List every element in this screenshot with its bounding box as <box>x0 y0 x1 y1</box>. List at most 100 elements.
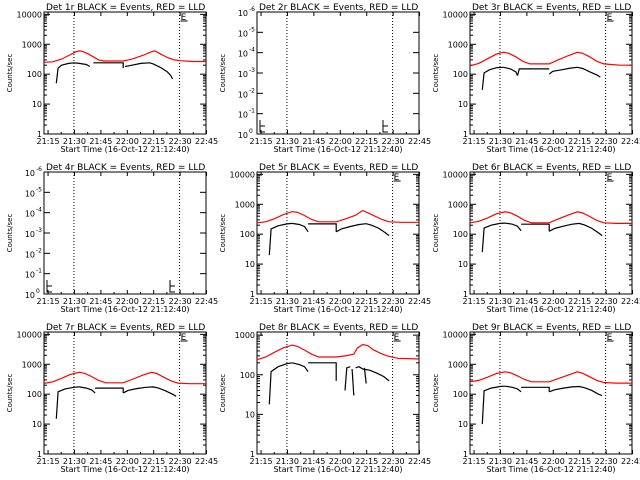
marker-label: E <box>607 333 613 343</box>
y-tick-exponent: -3 <box>249 67 255 74</box>
y-tick-label: 1 <box>463 290 468 299</box>
x-tick-label: 21:15 <box>37 137 60 146</box>
x-tick-label: 21:45 <box>89 457 112 466</box>
series-events-line <box>548 222 603 237</box>
x-tick-label: 21:30 <box>489 297 512 306</box>
series-events-line <box>548 66 601 78</box>
y-axis-label: Counts/sec <box>432 374 440 413</box>
y-tick-exponent: 0 <box>249 128 253 135</box>
panel-title: Det 4r BLACK = Events, RED = LLD <box>46 163 205 173</box>
x-tick-label: 21:45 <box>89 137 112 146</box>
marker-label: E <box>181 333 187 343</box>
series-events-line <box>481 385 506 425</box>
y-tick-label: 1000 <box>235 200 255 209</box>
y-tick-label: 10 <box>25 250 35 259</box>
series-lld-line <box>469 211 632 224</box>
x-tick-label: 22:45 <box>621 297 640 306</box>
y-tick-label: 10 <box>25 189 35 198</box>
x-tick-label: 22:30 <box>595 457 618 466</box>
y-tick-exponent: -2 <box>36 247 42 254</box>
y-tick-exponent: -4 <box>36 207 42 214</box>
y-tick-label: 1 <box>37 450 42 459</box>
y-tick-exponent: -1 <box>36 268 42 275</box>
y-tick-label: 100 <box>27 390 42 399</box>
y-axis-label: Counts/sec <box>6 54 14 93</box>
series-events-line <box>308 362 337 381</box>
x-tick-label: 21:15 <box>37 297 60 306</box>
x-tick-label: 21:15 <box>463 137 486 146</box>
y-tick-label: 10 <box>25 291 35 300</box>
marker-label: E <box>394 333 400 343</box>
plot-frame <box>469 331 633 455</box>
detector-panel: Det 9r BLACK = Events, RED = LLD 21:15 21:… <box>432 323 640 474</box>
y-tick-label: 10 <box>238 29 248 38</box>
marker-label: E <box>394 173 400 183</box>
series-events-line <box>355 366 390 382</box>
x-tick-label: 22:45 <box>408 137 431 146</box>
x-tick-label: 22:00 <box>116 457 139 466</box>
plot-frame <box>43 171 207 295</box>
marker-label: E <box>607 13 613 23</box>
x-tick-label: 21:45 <box>302 457 325 466</box>
plot-frame <box>43 11 207 135</box>
series-events-line <box>93 62 124 69</box>
x-tick-label: 21:15 <box>37 457 60 466</box>
x-tick-label: 21:30 <box>276 297 299 306</box>
series-events-line <box>122 386 177 397</box>
x-tick-label: 21:30 <box>276 137 299 146</box>
x-tick-label: 21:15 <box>250 457 273 466</box>
y-tick-label: 10 <box>238 131 248 140</box>
y-tick-label: 100 <box>453 230 468 239</box>
series-lld-line <box>256 343 420 361</box>
x-tick-label: 22:15 <box>568 297 591 306</box>
y-tick-label: 10 <box>25 210 35 219</box>
series-events-line <box>308 223 337 232</box>
y-tick-exponent: 0 <box>36 288 40 295</box>
x-tick-label: 22:30 <box>595 137 618 146</box>
y-tick-label: 10 <box>25 230 35 239</box>
x-tick-label: 21:30 <box>489 457 512 466</box>
x-tick-label: 21:30 <box>63 297 86 306</box>
y-tick-label: 1000 <box>235 331 255 340</box>
y-axis-label: Counts/sec <box>432 54 440 93</box>
x-tick-label: 22:45 <box>621 137 640 146</box>
plot-frame <box>469 171 633 295</box>
series-events-line <box>481 66 504 90</box>
x-axis-label: Start Time (16-Oct-12 21:12:40) <box>273 305 402 314</box>
series-events-line <box>268 222 293 256</box>
y-tick-label: 10000 <box>17 330 42 339</box>
x-tick-label: 22:45 <box>408 457 431 466</box>
y-tick-label: 10 <box>238 9 248 18</box>
y-tick-label: 10 <box>25 169 35 178</box>
y-axis-label: Counts/sec <box>432 214 440 253</box>
y-tick-exponent: -3 <box>36 227 42 234</box>
series-events-line <box>55 62 74 84</box>
y-tick-label: 10 <box>238 90 248 99</box>
series-events-line <box>292 222 309 233</box>
series-lld-line <box>43 50 206 63</box>
panel-title: Det 9r BLACK = Events, RED = LLD <box>472 323 631 333</box>
y-tick-label: 100 <box>453 70 468 79</box>
x-tick-label: 21:15 <box>463 457 486 466</box>
y-tick-label: 10 <box>245 410 255 419</box>
x-tick-label: 21:15 <box>250 297 273 306</box>
x-tick-label: 22:00 <box>542 137 565 146</box>
x-tick-label: 21:30 <box>63 137 86 146</box>
panel-title: Det 1r BLACK = Events, RED = LLD <box>46 3 205 13</box>
x-tick-label: 21:45 <box>515 297 538 306</box>
x-tick-label: 22:00 <box>329 137 352 146</box>
x-axis-label: Start Time (16-Oct-12 21:12:40) <box>60 305 189 314</box>
bracket-mark <box>169 280 175 293</box>
y-tick-label: 10000 <box>443 170 468 179</box>
bracket-mark <box>46 280 52 293</box>
y-tick-exponent: -6 <box>249 6 255 13</box>
x-tick-label: 21:30 <box>276 457 299 466</box>
y-axis-label: Counts/sec <box>6 214 14 253</box>
x-axis-label: Start Time (16-Oct-12 21:12:40) <box>486 465 615 474</box>
x-tick-label: 22:30 <box>169 297 192 306</box>
x-tick-label: 22:30 <box>382 137 405 146</box>
